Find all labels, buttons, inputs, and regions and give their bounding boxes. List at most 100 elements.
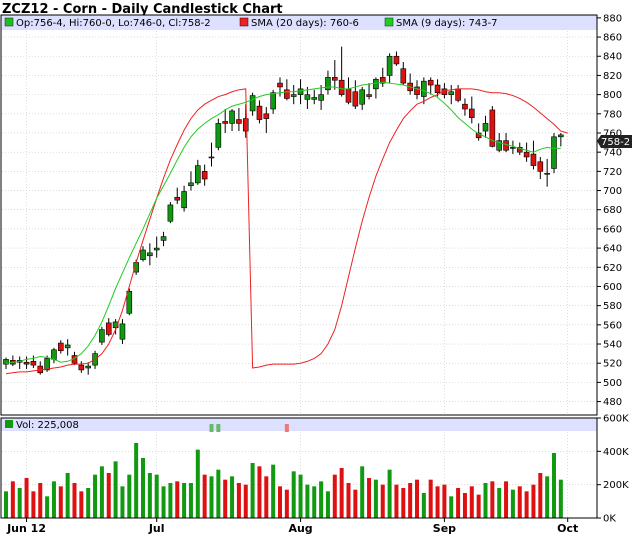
volume-bar — [51, 481, 56, 518]
candle-body — [325, 77, 331, 91]
volume-bar — [483, 483, 488, 518]
volume-bar — [93, 474, 98, 518]
volume-bar — [223, 479, 228, 518]
chart-title: ZCZ12 - Corn - Daily Candlestick Chart — [2, 2, 283, 17]
volume-bar — [367, 478, 372, 518]
volume-bar — [195, 449, 200, 518]
date-tick-label: Jul — [148, 522, 165, 535]
volume-bar — [456, 488, 461, 518]
candle-body — [427, 79, 434, 86]
candle-body — [359, 89, 366, 105]
sma9-legend-label: SMA (9 days): 743-7 — [396, 18, 498, 29]
volume-tick-label: 200K — [603, 480, 629, 491]
candle-body — [318, 94, 324, 101]
volume-bar — [113, 461, 118, 518]
sma9-legend-swatch — [384, 17, 394, 27]
volume-bar — [120, 486, 125, 518]
price-tick-label: 620 — [603, 263, 622, 274]
candle-body — [256, 105, 263, 120]
candle-body — [544, 172, 550, 175]
volume-bar — [271, 464, 276, 518]
candle-body — [3, 359, 9, 365]
candle-body — [338, 79, 345, 95]
volume-bars — [4, 424, 563, 518]
volume-bar — [490, 481, 495, 518]
volume-bar — [4, 491, 8, 518]
volume-bar — [284, 489, 289, 518]
candle-body — [105, 322, 112, 335]
candle-body — [85, 365, 91, 369]
price-tick-label: 600 — [603, 282, 622, 293]
ohlc-legend-label: Op:756-4, Hi:760-0, Lo:746-0, Cl:758-2 — [16, 18, 211, 29]
volume-bar — [17, 488, 22, 518]
volume-bar — [209, 476, 214, 518]
volume-bar — [332, 474, 337, 518]
volume-bar — [360, 466, 365, 518]
sma20-legend-swatch — [239, 17, 249, 27]
volume-bar — [497, 488, 502, 518]
price-panel-frame — [0, 14, 598, 416]
candle-body — [153, 247, 160, 251]
volume-bar — [538, 473, 543, 518]
price-tick-label: 780 — [603, 109, 622, 120]
volume-bar — [38, 483, 43, 518]
candle-body — [400, 68, 407, 84]
volume-bar — [134, 443, 139, 518]
sma9-line — [5, 81, 561, 364]
volume-bar — [394, 484, 399, 518]
volume-bar — [147, 473, 152, 518]
volume-bar — [291, 471, 296, 518]
volume-bar — [24, 478, 29, 518]
volume-bar — [72, 483, 77, 518]
volume-bar — [154, 474, 159, 518]
volume-bar — [216, 469, 221, 518]
volume-bar — [449, 496, 454, 518]
volume-bar — [264, 476, 269, 518]
volume-bar — [31, 491, 36, 518]
volume-bar — [86, 488, 91, 518]
price-tick-label: 560 — [603, 320, 622, 331]
candle-body — [462, 103, 468, 110]
ohlc-legend-swatch — [4, 17, 14, 27]
candle-body — [284, 89, 290, 99]
volume-legend-swatch — [5, 420, 13, 428]
candle-body — [44, 358, 50, 371]
candle-body — [181, 191, 187, 209]
volume-bar — [168, 483, 173, 518]
last-price-marker — [597, 135, 632, 148]
candle-body — [188, 182, 194, 187]
candle-body — [236, 119, 242, 124]
volume-bar — [175, 481, 180, 518]
volume-tick-label: 600K — [603, 414, 629, 425]
legend-bar — [1, 15, 597, 30]
candle-body — [229, 110, 235, 124]
candle-body — [99, 329, 105, 343]
candle-body — [537, 161, 544, 172]
volume-bar — [58, 486, 63, 518]
candle-body — [373, 78, 379, 90]
volume-legend-bar — [1, 418, 597, 431]
price-tick-label: 520 — [603, 359, 622, 370]
volume-bar — [380, 484, 385, 518]
volume-bar — [188, 483, 193, 518]
candle-body — [448, 91, 455, 95]
volume-bar — [531, 484, 536, 518]
candle-body — [516, 147, 523, 153]
candle-body — [30, 360, 37, 366]
volume-bar — [510, 489, 515, 518]
volume-bar — [353, 489, 358, 518]
date-tick-label: Oct — [557, 522, 578, 535]
volume-bar — [346, 483, 351, 518]
volume-bar — [141, 458, 145, 518]
price-axis: 880 860 840 820 800 780 760 740 720 700 680 660 640 6… — [597, 13, 622, 408]
price-tick-label: 480 — [603, 397, 622, 408]
volume-bar — [236, 483, 241, 518]
volume-bar — [408, 483, 413, 518]
candle-body — [277, 82, 283, 88]
candle-body — [414, 86, 420, 95]
volume-tick-label: 0K — [603, 514, 616, 525]
price-tick-label: 640 — [603, 244, 622, 255]
candle-body — [489, 109, 496, 147]
candle-body — [482, 123, 489, 132]
volume-bar — [250, 463, 255, 518]
